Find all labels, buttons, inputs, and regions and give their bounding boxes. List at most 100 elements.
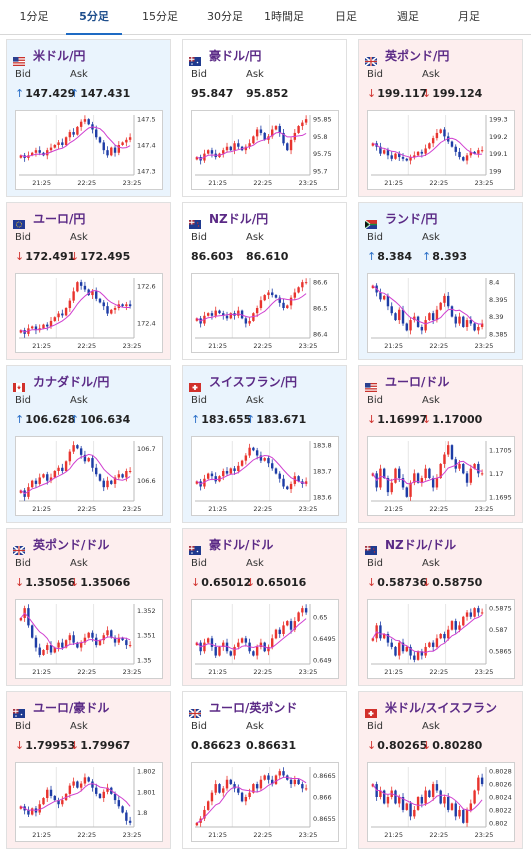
candle-body	[125, 640, 128, 646]
candle-body	[102, 791, 105, 799]
candle-body	[450, 445, 454, 460]
y-tick-label: 147.3	[137, 167, 156, 175]
mini-candlestick-chart[interactable]: 199.3 199.2 199.1 199 21:25 22:25 23:25	[367, 110, 515, 190]
candle-body	[106, 787, 109, 792]
candle-body	[274, 126, 278, 130]
candle-body	[473, 608, 476, 617]
candle-body	[46, 645, 49, 651]
candle-body	[420, 326, 424, 331]
mini-candlestick-chart[interactable]: 0.8665 0.866 0.8655 21:25 22:25 23:25	[191, 762, 339, 842]
tab-timeframe-4[interactable]: 1時間足	[264, 10, 304, 23]
x-tick-label: 23:25	[123, 831, 142, 839]
pair-link[interactable]: ユーロ/英ポンド	[188, 699, 297, 719]
y-tick-label: 95.85	[313, 116, 332, 124]
arrow-down-icon: ↓	[422, 576, 432, 589]
candle-body	[210, 473, 214, 477]
candle-body	[439, 463, 442, 479]
nz-flag-icon	[189, 214, 201, 229]
x-tick-label: 22:25	[253, 179, 272, 187]
mini-candlestick-chart[interactable]: 0.65 0.6495 0.649 21:25 22:25 23:25	[191, 599, 339, 679]
candle-body	[27, 810, 30, 815]
tab-timeframe-3[interactable]: 30分足	[207, 10, 243, 23]
tab-timeframe-0[interactable]: 1分足	[19, 10, 49, 23]
tab-timeframe-6[interactable]: 週足	[397, 10, 419, 23]
candle-body	[240, 792, 244, 802]
mini-candlestick-chart[interactable]: 8.4 8.395 8.39 8.385 21:25 22:25 23:25	[367, 273, 515, 353]
tab-timeframe-1[interactable]: 5分足	[66, 0, 122, 35]
pair-link[interactable]: NZドル/円	[189, 210, 268, 229]
candle-body	[424, 320, 427, 331]
mini-candlestick-chart[interactable]: 1.352 1.351 1.35 21:25 22:25 23:25	[15, 599, 163, 679]
mini-candlestick-chart[interactable]: 86.6 86.5 86.4 21:25 22:25 23:25	[191, 273, 339, 353]
candle-body	[409, 157, 412, 161]
candle-body	[49, 147, 53, 151]
pair-link[interactable]: 英ポンド/円	[364, 47, 449, 67]
candle-body	[435, 132, 439, 139]
candle-body	[102, 142, 105, 151]
candle-body	[263, 458, 266, 461]
mini-candlestick-chart[interactable]: 0.8028 0.8026 0.8024 0.8022 0.802 21:25 22:25 2…	[367, 762, 515, 842]
mini-candlestick-chart[interactable]: 106.7 106.6 21:25 22:25 23:25	[15, 436, 163, 516]
candle-body	[289, 139, 293, 151]
tab-timeframe-5[interactable]: 日足	[335, 10, 357, 23]
tab-timeframe-7[interactable]: 月足	[458, 10, 480, 23]
candle-body	[297, 476, 300, 482]
pair-link[interactable]: 豪ドル/ドル	[189, 536, 273, 555]
candle-body	[95, 291, 98, 299]
bid-value: 1.79953	[25, 739, 76, 752]
mini-candlestick-chart[interactable]: 95.85 95.8 95.75 95.7 21:25 22:25 23:25	[191, 110, 339, 190]
ask-label: Ask	[422, 558, 440, 569]
candle-body	[113, 477, 117, 484]
y-tick-label: 8.39	[489, 313, 503, 321]
pair-link[interactable]: 英ポンド/ドル	[12, 536, 109, 556]
candle-body	[390, 482, 393, 493]
candle-body	[110, 309, 113, 314]
y-tick-label: 147.5	[137, 116, 156, 124]
pair-link[interactable]: NZドル/ドル	[365, 536, 456, 555]
pair-link[interactable]: カナダドル/円	[13, 373, 109, 392]
candle-body	[218, 310, 221, 314]
mini-candlestick-chart[interactable]: 1.802 1.801 1.8 21:25 22:25 23:25	[15, 762, 163, 842]
y-tick-label: 106.6	[137, 477, 156, 485]
pair-link[interactable]: 豪ドル/円	[189, 47, 261, 66]
bid-value: 1.16997	[377, 413, 428, 426]
bid-price: 0.86623	[191, 739, 241, 752]
pair-link[interactable]: ユーロ/円	[13, 210, 85, 229]
candle-body	[72, 445, 75, 452]
x-tick-label: 21:25	[384, 505, 403, 513]
candle-body	[102, 635, 105, 641]
mini-candlestick-chart[interactable]: 0.5875 0.587 0.5865 21:25 22:25 23:25	[367, 599, 515, 679]
candle-body	[49, 645, 53, 653]
candle-body	[237, 788, 240, 793]
pair-link[interactable]: ユーロ/豪ドル	[13, 699, 109, 718]
candle-body	[267, 775, 270, 780]
candle-body	[282, 478, 285, 487]
pair-link[interactable]: ランド/円	[364, 210, 437, 230]
mini-candlestick-chart[interactable]: 172.6 172.4 21:25 22:25 23:25	[15, 273, 163, 353]
pair-name: 米ドル/スイスフラン	[385, 700, 498, 715]
mini-candlestick-chart[interactable]: 1.1705 1.17 1.1695 21:25 22:25 23:25	[367, 436, 515, 516]
candle-body	[443, 295, 446, 303]
pair-link[interactable]: スイスフラン/円	[189, 373, 297, 392]
candle-body	[259, 300, 263, 308]
ask-price: ↓172.495	[70, 250, 130, 263]
candle-body	[206, 313, 210, 316]
candle-body	[206, 801, 210, 810]
pair-link[interactable]: ユーロ/ドル	[365, 373, 449, 392]
candle-body	[386, 797, 390, 804]
candle-body	[465, 809, 469, 823]
candle-body	[420, 651, 424, 656]
mini-candlestick-chart[interactable]: 147.5 147.4 147.3 21:25 22:25 23:25	[15, 110, 163, 190]
pair-link[interactable]: 米ドル/スイスフラン	[365, 699, 498, 718]
mini-candlestick-chart[interactable]: 183.8 183.7 183.6 21:25 22:25 23:25	[191, 436, 339, 516]
tab-timeframe-2[interactable]: 15分足	[142, 10, 178, 23]
candle-body	[121, 142, 124, 145]
pair-link[interactable]: 米ドル/円	[13, 47, 85, 66]
candle-body	[469, 468, 473, 483]
arrow-down-icon: ↓	[367, 576, 377, 589]
arrow-up-icon: ↑	[422, 250, 432, 263]
candle-body	[57, 142, 60, 145]
bid-value: 183.655	[201, 413, 252, 426]
candle-body	[229, 146, 232, 151]
candle-body	[214, 784, 217, 793]
